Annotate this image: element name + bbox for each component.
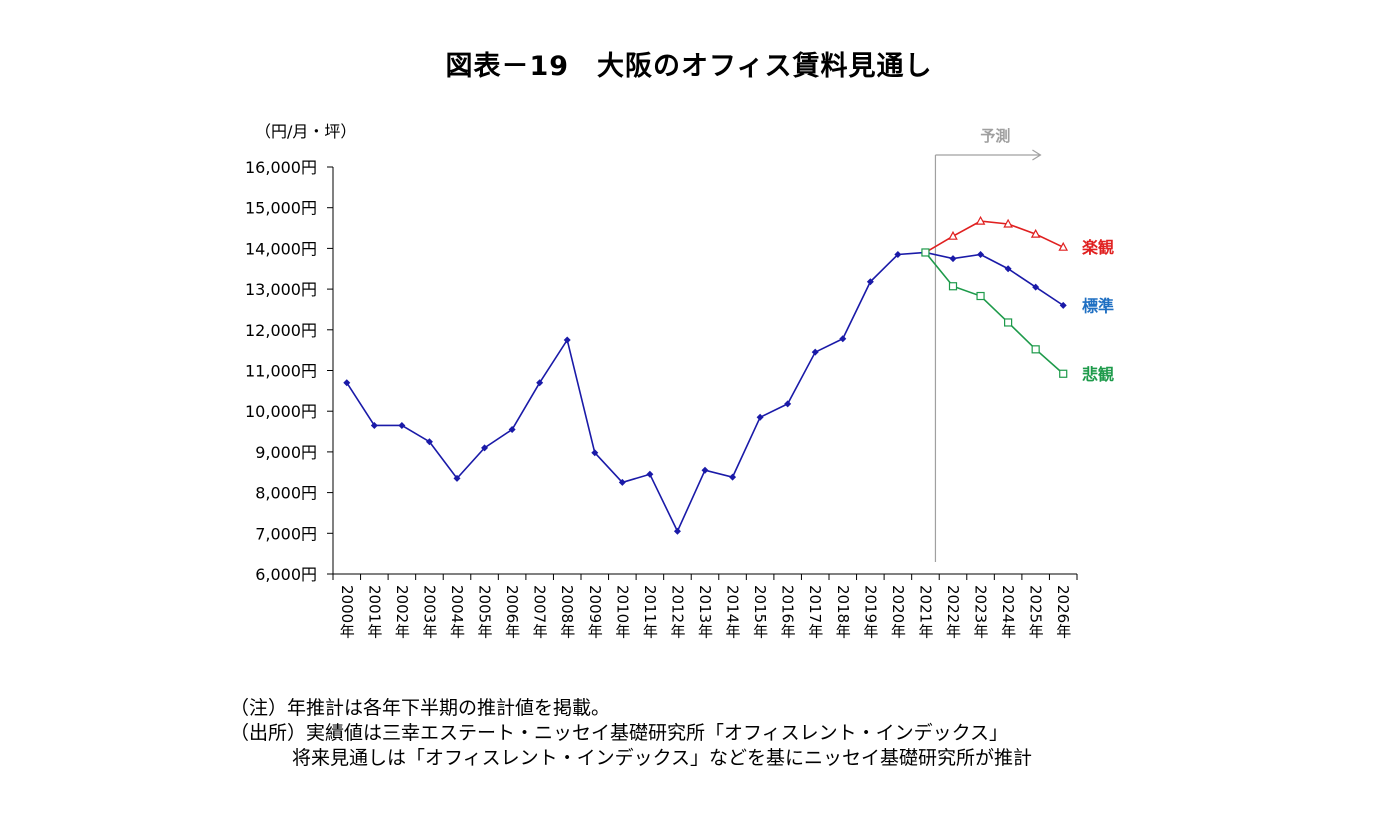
x-tick-label: 2012年 (668, 585, 686, 638)
data-point (398, 421, 406, 429)
y-tick-label: 12,000円 (245, 321, 317, 340)
data-point (839, 335, 847, 343)
y-tick-label: 10,000円 (245, 402, 317, 421)
data-point (1031, 345, 1040, 354)
note-estimate: （注）年推計は各年下半期の推計値を掲載。 (230, 697, 611, 719)
x-tick-label: 2025年 (1027, 585, 1045, 638)
data-point (976, 291, 985, 301)
x-tick-label: 2003年 (420, 585, 438, 638)
x-tick-label: 2014年 (724, 585, 742, 638)
data-point (1004, 265, 1012, 273)
data-point (948, 282, 958, 291)
note-forecast-source: 将来見通しは「オフィスレント・インデックス」などを基にニッセイ基礎研究所が推計 (292, 747, 1033, 769)
chart-title: 図表－19 大阪のオフィス賃料見通し (445, 51, 933, 82)
data-point (673, 527, 681, 535)
x-tick-label: 2010年 (613, 585, 631, 638)
data-point (425, 438, 433, 446)
y-axis: 6,000円 7,000円 8,000円 9,000円 10,000円 11,000円 12… (245, 158, 333, 584)
y-tick-label: 16,000円 (245, 158, 317, 177)
series-label: 楽観 (1081, 238, 1114, 257)
data-point (508, 426, 516, 434)
data-point (1003, 218, 1013, 228)
data-point (1059, 369, 1068, 378)
data-point (591, 449, 599, 457)
x-tick-label: 2023年 (972, 585, 990, 638)
series-label: 標準 (1082, 296, 1114, 315)
series-line (924, 251, 1064, 375)
x-tick-label: 2019年 (861, 585, 879, 638)
y-tick-label: 13,000円 (245, 280, 317, 299)
x-tick-label: 2000年 (338, 585, 356, 638)
data-point (1058, 241, 1069, 251)
data-point (618, 478, 626, 486)
x-tick-label: 2007年 (531, 585, 549, 638)
y-tick-label: 14,000円 (245, 239, 317, 258)
series-diamond: 標準 (343, 248, 1114, 535)
data-point (894, 251, 902, 259)
x-tick-label: 2013年 (696, 585, 714, 638)
x-tick-label: 2016年 (779, 585, 797, 638)
x-tick-label: 2024年 (999, 585, 1017, 638)
x-tick-label: 2004年 (448, 585, 466, 638)
x-tick-label: 2008年 (558, 585, 576, 638)
y-tick-label: 15,000円 (245, 199, 317, 218)
data-point (343, 379, 351, 387)
series-line (346, 251, 1064, 534)
data-point (481, 444, 489, 452)
y-tick-label: 11,000円 (245, 362, 317, 381)
data-point (977, 251, 985, 259)
series-triangle: 楽観 (925, 215, 1114, 257)
x-tick-label: 2015年 (751, 585, 769, 638)
x-tick-label: 2002年 (393, 585, 411, 638)
data-point (811, 348, 819, 356)
data-point (646, 470, 654, 478)
axes (332, 167, 1077, 575)
x-axis: 2000年 2001年 2002年 2003年 2004年 2005年 2006年 2007年… (332, 574, 1078, 638)
data-point (866, 278, 874, 286)
forecast-arrowhead-icon (1032, 149, 1042, 161)
y-tick-label: 6,000円 (255, 565, 317, 584)
data-point (975, 215, 986, 225)
x-tick-label: 2021年 (916, 585, 934, 638)
forecast-marker: 予測 (934, 127, 1042, 562)
y-tick-label: 7,000円 (255, 524, 317, 543)
data-point (784, 400, 792, 408)
data-point (701, 466, 709, 474)
x-tick-label: 2022年 (944, 585, 962, 638)
data-point (948, 230, 958, 240)
y-tick-label: 8,000円 (255, 484, 317, 503)
x-tick-label: 2018年 (834, 585, 852, 638)
data-point (370, 421, 378, 429)
x-tick-label: 2005年 (476, 585, 494, 638)
data-point (921, 248, 930, 257)
data-point (453, 474, 461, 482)
x-tick-label: 2011年 (641, 585, 659, 638)
data-point (1032, 283, 1040, 291)
x-tick-label: 2001年 (365, 585, 383, 638)
x-tick-label: 2020年 (889, 585, 907, 638)
note-source: （出所）実績値は三幸エステート・ニッセイ基礎研究所「オフィスレント・インデックス… (230, 722, 1009, 744)
series-square: 悲観 (921, 248, 1114, 384)
series-line (925, 220, 1064, 254)
data-point (729, 473, 737, 481)
data-point (1030, 228, 1041, 238)
y-unit-label: （円/月・坪） (255, 122, 356, 141)
x-tick-label: 2006年 (503, 585, 521, 638)
data-point (1059, 301, 1067, 309)
data-point (536, 379, 544, 387)
x-tick-label: 2017年 (806, 585, 824, 638)
data-point (563, 336, 571, 344)
data-point (949, 255, 957, 263)
forecast-label: 予測 (980, 127, 1010, 145)
x-tick-label: 2009年 (586, 585, 604, 638)
data-point (756, 413, 764, 421)
y-tick-label: 9,000円 (255, 443, 317, 462)
series-label: 悲観 (1082, 365, 1114, 384)
x-tick-label: 2026年 (1054, 585, 1072, 638)
data-point (1004, 318, 1013, 327)
